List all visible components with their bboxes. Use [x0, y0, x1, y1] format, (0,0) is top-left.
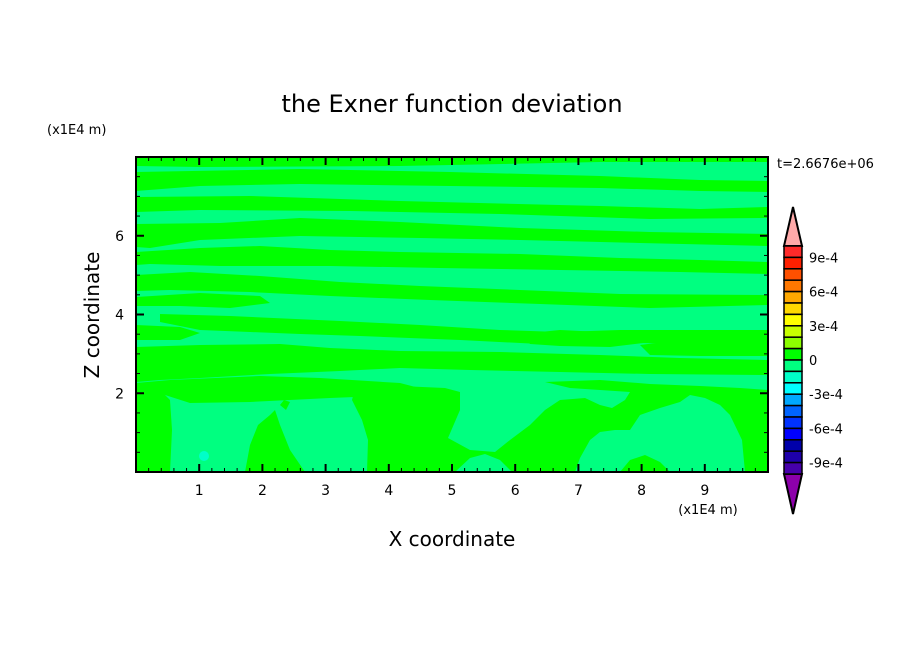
colorbar: 9e-4 6e-4 3e-4 0 -3e-4 -6e-4 -9e-4 — [782, 206, 843, 515]
band — [136, 272, 768, 308]
lower-right-plume-system — [352, 380, 768, 472]
colorbar-tick-label: -3e-4 — [809, 388, 843, 403]
plume — [245, 410, 305, 472]
y-tick-label: 6 — [115, 229, 124, 245]
colorbar-box — [783, 427, 803, 441]
colorbar-box — [783, 290, 803, 304]
band — [136, 246, 768, 274]
x-tick-label: 6 — [511, 483, 520, 499]
x-tick-label: 2 — [258, 483, 267, 499]
x-tick-label: 9 — [700, 483, 709, 499]
plume — [280, 400, 290, 410]
band — [136, 293, 270, 308]
x-tick-label: 8 — [637, 483, 646, 499]
y-tick-label: 2 — [115, 386, 124, 402]
colorbar-under-arrow — [782, 473, 804, 515]
colorbar-box — [783, 370, 803, 384]
band — [136, 344, 768, 382]
colorbar-tick-label: 6e-4 — [809, 286, 838, 301]
contour-field — [136, 157, 768, 472]
colorbar-box — [783, 336, 803, 350]
band — [640, 338, 768, 356]
colorbar-box — [783, 347, 803, 361]
x-tick-label: 4 — [384, 483, 393, 499]
colorbar-box — [783, 256, 803, 270]
x-axis-label: X coordinate — [389, 527, 516, 551]
lower-left-plume — [136, 383, 172, 472]
plume — [620, 455, 670, 472]
y-axis-label: Z coordinate — [80, 252, 104, 379]
colorbar-box — [783, 404, 803, 418]
colorbar-box — [783, 382, 803, 395]
band — [136, 169, 768, 192]
time-annotation: t=2.6676e+06 — [777, 157, 874, 172]
colorbar-tick-label: -6e-4 — [809, 422, 843, 437]
colorbar-box — [783, 325, 803, 338]
colorbar-box — [783, 393, 803, 407]
x-unit-label: (x1E4 m) — [678, 503, 737, 518]
band — [136, 218, 768, 248]
colorbar-tick-label: 9e-4 — [809, 251, 838, 266]
colorbar-box — [783, 439, 803, 452]
band — [520, 330, 660, 347]
x-tick-label: 3 — [321, 483, 330, 499]
x-tick-label: 1 — [195, 483, 204, 499]
x-tick-label: 7 — [574, 483, 583, 499]
colorbar-box — [783, 450, 803, 464]
band — [136, 196, 768, 219]
colorbar-box — [783, 279, 803, 293]
colorbar-box — [783, 268, 803, 281]
colorbar-box — [783, 416, 803, 430]
x-tick-label: 5 — [448, 483, 457, 499]
band — [136, 325, 200, 340]
colorbar-over-arrow — [782, 206, 804, 247]
contour-negative-regions — [455, 454, 512, 472]
contour-positive-regions — [136, 157, 768, 472]
dome — [455, 454, 512, 472]
colorbar-box — [783, 302, 803, 316]
contour-spot — [199, 451, 209, 461]
colorbar-tick-label: 3e-4 — [809, 320, 838, 335]
axes: 1 2 3 4 5 6 7 8 9 2 4 6 — [115, 157, 768, 499]
colorbar-tick-label: -9e-4 — [809, 457, 843, 472]
y-tick-label: 4 — [115, 308, 124, 324]
colorbar-box — [783, 359, 803, 373]
colorbar-box — [783, 461, 803, 475]
y-unit-label: (x1E4 m) — [47, 123, 106, 138]
chart-title: the Exner function deviation — [281, 90, 622, 118]
colorbar-box — [783, 245, 803, 259]
colorbar-box — [783, 313, 803, 327]
colorbar-tick-label: 0 — [809, 354, 817, 369]
